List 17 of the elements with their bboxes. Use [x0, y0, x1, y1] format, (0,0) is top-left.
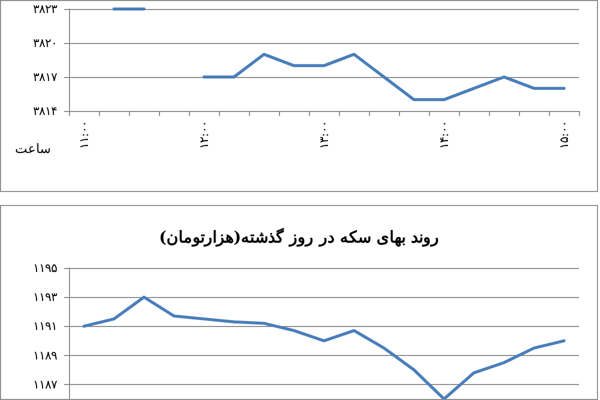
y-tick-label: ۱۱۹۵	[33, 261, 57, 275]
chart-title: روند بهای سکه در روز گذشته(هزارتومان)	[159, 228, 439, 248]
x-axis-title: ساعت	[15, 142, 51, 157]
x-tick-label: ۱۳:۰۰	[317, 121, 331, 150]
y-tick-label: ۳۸۲۰	[33, 36, 57, 50]
y-tick-label: ۱۱۹۱	[33, 319, 57, 334]
y-tick-label: ۳۸۱۷	[33, 70, 58, 84]
y-tick-label: ۳۸۱۴	[33, 104, 57, 118]
line-series	[82, 296, 566, 399]
x-tick-label: ۱۵:۰۰	[557, 121, 571, 150]
y-tick-label: ۱۱۸۷	[33, 377, 58, 392]
y-tick-label: ۱۱۸۹	[33, 348, 57, 362]
y-tick-label: ۱۱۹۳	[33, 290, 58, 304]
x-tick-label: ۱۱:۰۰	[77, 121, 91, 150]
x-tick-label: ۱۴:۰۰	[437, 121, 451, 150]
y-tick-label: ۳۸۲۳	[33, 2, 58, 16]
x-tick-label: ۱۲:۰۰	[197, 121, 211, 150]
